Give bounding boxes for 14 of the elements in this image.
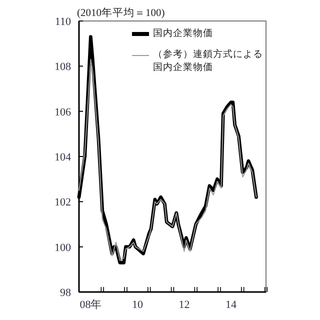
y-tick-label: 104 [54, 152, 72, 164]
x-tick-label: 14 [225, 299, 237, 311]
y-tick-label: 102 [54, 196, 71, 209]
y-tick-label: 108 [54, 61, 72, 74]
y-tick-label: 110 [54, 16, 72, 28]
y-tick-label: 98 [60, 287, 72, 299]
legend-label: （参考）連鎖方式による国内企業物価 [153, 48, 264, 74]
x-tick-label: 12 [178, 299, 190, 311]
x-tick-label: 10 [132, 299, 144, 311]
y-axis-title: (2010年平均＝100) [77, 7, 166, 19]
y-tick-label: 106 [54, 106, 72, 118]
legend-label: 国内企業物価 [153, 27, 214, 40]
x-tick-label: 08年 [80, 299, 102, 311]
y-tick-label: 100 [54, 242, 72, 254]
